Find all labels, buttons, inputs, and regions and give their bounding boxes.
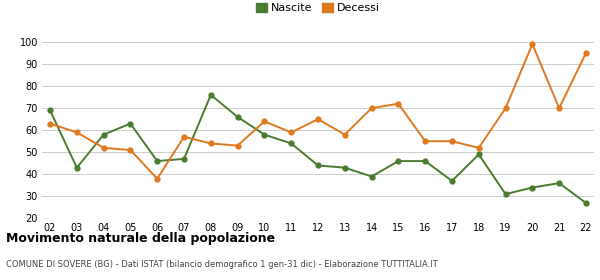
Nascite xyxy=(261,133,268,136)
Nascite xyxy=(100,133,107,136)
Decessi xyxy=(234,144,241,147)
Decessi xyxy=(46,122,53,125)
Nascite xyxy=(287,142,295,145)
Nascite xyxy=(234,115,241,119)
Nascite xyxy=(556,181,563,185)
Decessi xyxy=(556,106,563,110)
Decessi xyxy=(529,43,536,46)
Decessi xyxy=(448,139,455,143)
Text: COMUNE DI SOVERE (BG) - Dati ISTAT (bilancio demografico 1 gen-31 dic) - Elabora: COMUNE DI SOVERE (BG) - Dati ISTAT (bila… xyxy=(6,260,438,269)
Decessi xyxy=(207,142,214,145)
Nascite xyxy=(127,122,134,125)
Decessi xyxy=(475,146,482,150)
Decessi xyxy=(100,146,107,150)
Decessi xyxy=(422,139,429,143)
Decessi xyxy=(368,106,375,110)
Decessi xyxy=(154,177,161,180)
Nascite xyxy=(368,175,375,178)
Text: Movimento naturale della popolazione: Movimento naturale della popolazione xyxy=(6,232,275,245)
Nascite xyxy=(181,157,188,160)
Nascite xyxy=(422,159,429,163)
Decessi xyxy=(314,118,322,121)
Line: Nascite: Nascite xyxy=(47,92,589,206)
Nascite xyxy=(314,164,322,167)
Nascite xyxy=(583,201,590,205)
Nascite xyxy=(46,109,53,112)
Decessi xyxy=(261,120,268,123)
Decessi xyxy=(127,148,134,152)
Nascite xyxy=(73,166,80,169)
Nascite xyxy=(395,159,402,163)
Decessi xyxy=(583,51,590,55)
Decessi xyxy=(395,102,402,106)
Decessi xyxy=(181,135,188,139)
Nascite xyxy=(448,179,455,183)
Line: Decessi: Decessi xyxy=(47,42,589,181)
Decessi xyxy=(73,131,80,134)
Nascite xyxy=(341,166,349,169)
Decessi xyxy=(341,133,349,136)
Nascite xyxy=(154,159,161,163)
Legend: Nascite, Decessi: Nascite, Decessi xyxy=(251,0,385,17)
Nascite xyxy=(475,153,482,156)
Decessi xyxy=(502,106,509,110)
Nascite xyxy=(529,186,536,189)
Nascite xyxy=(207,93,214,97)
Decessi xyxy=(287,131,295,134)
Nascite xyxy=(502,192,509,196)
